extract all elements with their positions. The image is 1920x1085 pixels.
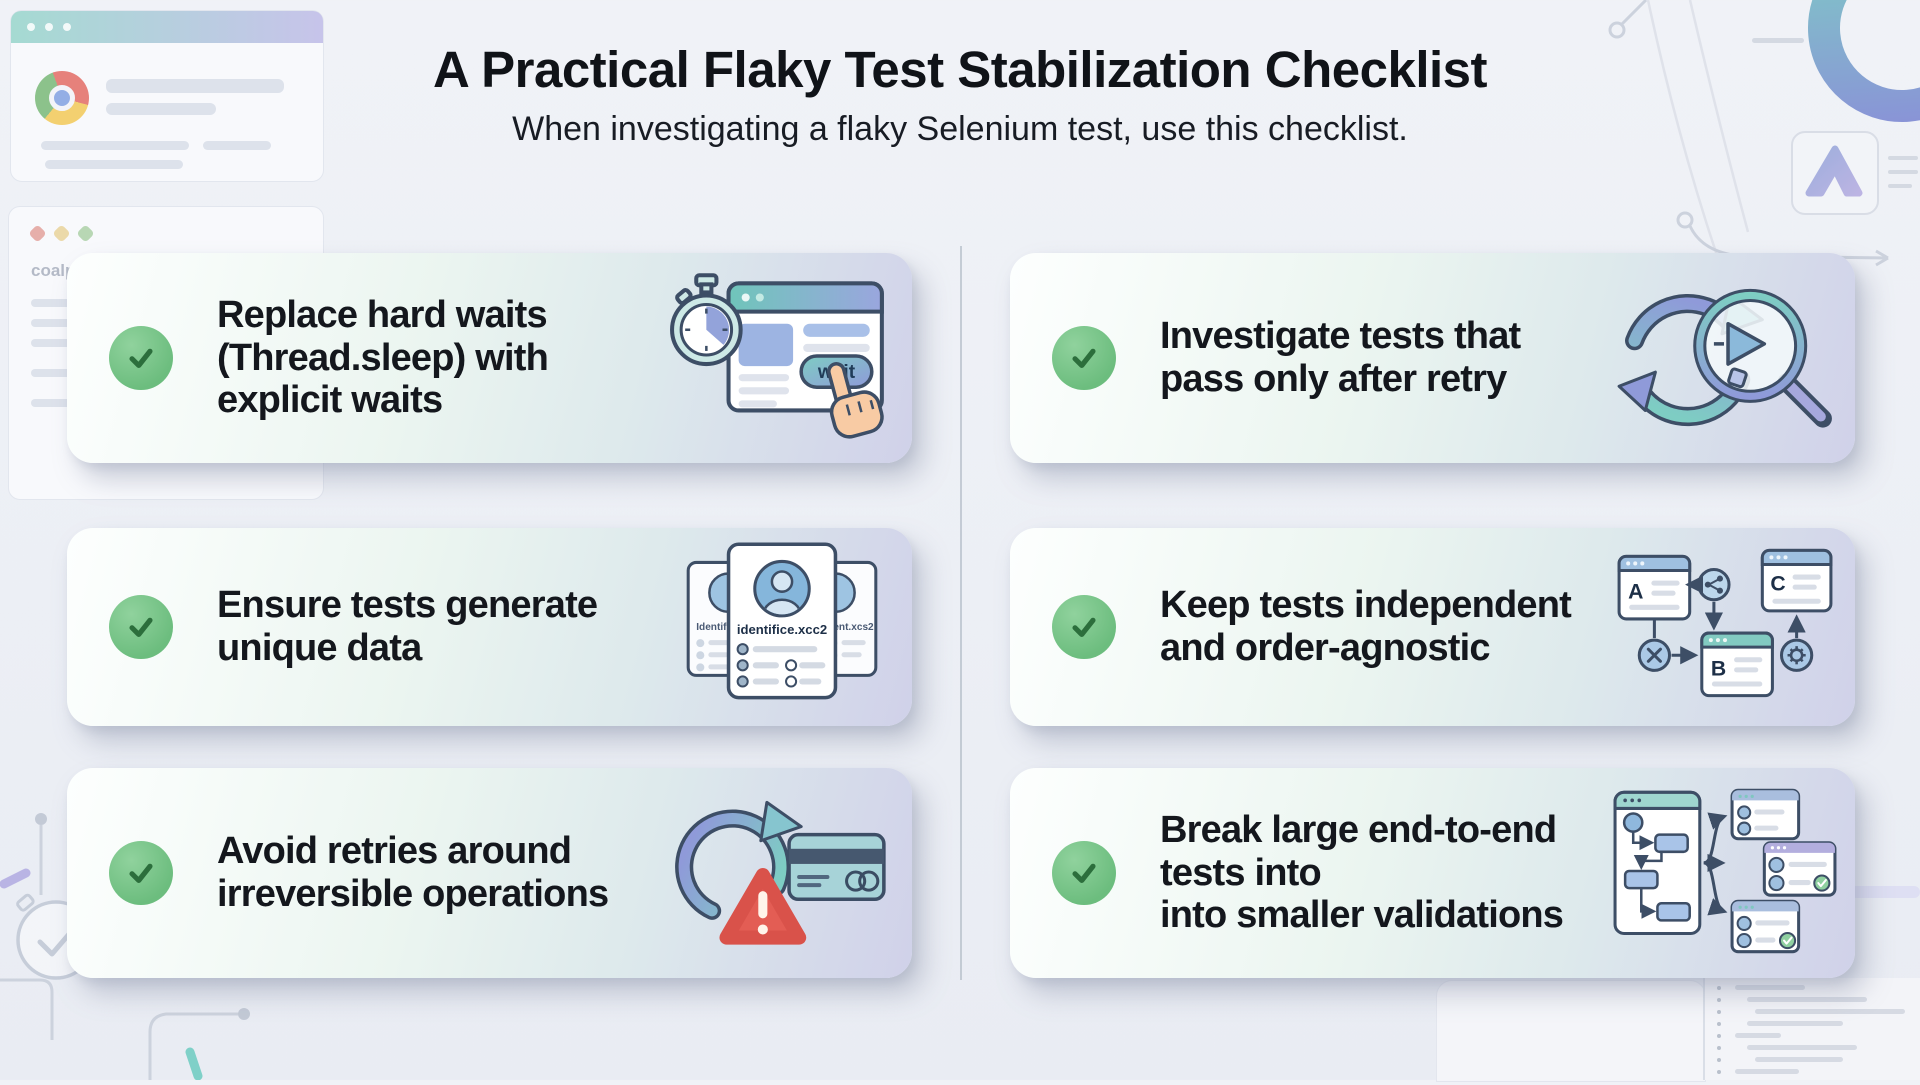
card-text: Avoid retries around irreversible operat… bbox=[217, 830, 609, 915]
accent-dash bbox=[0, 868, 31, 889]
check-badge-icon bbox=[1778, 932, 1797, 950]
card-text: Keep tests independent and order-agnosti… bbox=[1160, 584, 1572, 669]
check-icon bbox=[109, 595, 173, 659]
card-text: Ensure tests generate unique data bbox=[217, 584, 598, 669]
check-icon bbox=[109, 841, 173, 905]
background-panel bbox=[1436, 980, 1706, 1082]
window-dot-icon bbox=[45, 23, 53, 31]
card-text: Investigate tests that pass only after r… bbox=[1160, 315, 1521, 400]
window-label: B bbox=[1711, 657, 1726, 680]
check-icon bbox=[1052, 841, 1116, 905]
accent-dash bbox=[185, 1047, 203, 1080]
id-cards-icon: Identifice ident.xcs2 identifice.xcc2 bbox=[666, 535, 898, 719]
checklist-card-avoid-retries-irreversible: Avoid retries around irreversible operat… bbox=[67, 768, 912, 978]
window-label: A bbox=[1628, 581, 1643, 604]
logo-a-icon bbox=[1791, 131, 1879, 215]
id-card-label: ident.xcs2 bbox=[824, 622, 874, 633]
page-subtitle: When investigating a flaky Selenium test… bbox=[512, 110, 1408, 148]
check-badge-icon bbox=[1813, 874, 1831, 892]
dash-line bbox=[1752, 38, 1804, 43]
stopwatch-wait-browser-icon: wait bbox=[666, 266, 898, 450]
checklist-card-investigate-retry-passes: Investigate tests that pass only after r… bbox=[1010, 253, 1855, 463]
accent-strip bbox=[1850, 886, 1920, 898]
id-card-label: identifice.xcc2 bbox=[737, 622, 827, 637]
page-title: A Practical Flaky Test Stabilization Che… bbox=[432, 41, 1488, 98]
window-dot-icon bbox=[28, 224, 47, 243]
checklist-card-unique-test-data: Ensure tests generate unique data Identi… bbox=[67, 528, 912, 726]
circuit-lines-icon bbox=[0, 813, 250, 1080]
check-icon bbox=[1052, 595, 1116, 659]
code-panel-icon bbox=[1703, 978, 1920, 1080]
arc-lines-icon bbox=[1646, 0, 1750, 283]
abc-windows-icon: A B C bbox=[1609, 535, 1841, 719]
window-label: C bbox=[1770, 573, 1785, 596]
checklist-card-independent-tests: Keep tests independent and order-agnosti… bbox=[1010, 528, 1855, 726]
id-card-label: Identifice bbox=[696, 622, 741, 633]
dash-lines bbox=[1888, 156, 1918, 188]
donut-ring-icon bbox=[1808, 0, 1920, 122]
retry-warning-card-icon bbox=[666, 781, 898, 965]
window-dot-icon bbox=[27, 23, 35, 31]
window-dot-icon bbox=[76, 224, 95, 243]
column-divider bbox=[960, 246, 962, 980]
window-dot-icon bbox=[63, 23, 71, 31]
window-dot-icon bbox=[52, 224, 71, 243]
browser-mockup-icon bbox=[10, 10, 324, 182]
checklist-card-break-large-tests: Break large end-to-end tests into into s… bbox=[1010, 768, 1855, 978]
chrome-logo-icon bbox=[35, 71, 89, 125]
card-text: Replace hard waits (Thread.sleep) with e… bbox=[217, 294, 549, 422]
retry-magnifier-icon bbox=[1609, 266, 1841, 450]
check-icon bbox=[109, 326, 173, 390]
card-text: Break large end-to-end tests into into s… bbox=[1160, 809, 1564, 937]
browser-titlebar bbox=[11, 11, 323, 43]
gear-icon bbox=[1779, 638, 1814, 672]
share-icon bbox=[1697, 567, 1731, 602]
flowchart-split-icon bbox=[1609, 781, 1841, 965]
check-icon bbox=[1052, 326, 1116, 390]
checklist-card-replace-hard-waits: Replace hard waits (Thread.sleep) with e… bbox=[67, 253, 912, 463]
